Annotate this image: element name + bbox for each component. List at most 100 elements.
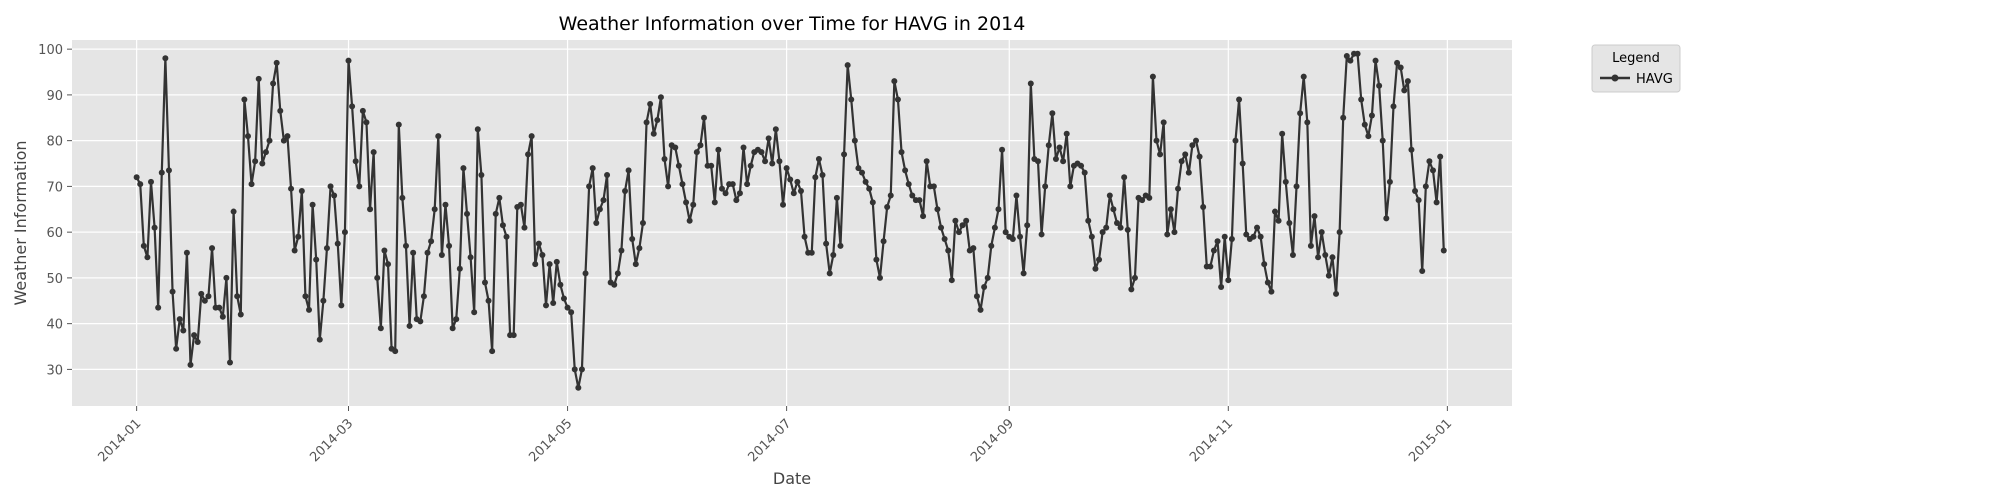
x-tick-label: 2014-11 [1187, 416, 1236, 465]
data-point [945, 247, 952, 254]
x-tick-label: 2014-03 [307, 416, 356, 465]
data-point [1289, 252, 1296, 259]
data-point [564, 304, 571, 311]
data-point [988, 242, 995, 249]
data-point [1404, 78, 1411, 85]
data-point [496, 194, 503, 201]
data-point [528, 133, 535, 140]
data-point [632, 261, 639, 268]
data-point [438, 252, 445, 259]
data-point [672, 144, 679, 151]
data-point [830, 252, 837, 259]
data-point [148, 178, 154, 185]
data-point [1131, 274, 1138, 281]
data-point [650, 130, 657, 137]
y-tick-label: 90 [46, 89, 63, 104]
y-tick-label: 60 [46, 226, 63, 241]
data-point [1200, 203, 1207, 210]
data-point [227, 359, 233, 366]
data-point [930, 183, 937, 190]
data-point [1412, 187, 1419, 194]
data-point [1322, 252, 1329, 259]
data-point [359, 107, 366, 114]
y-tick-label: 80 [46, 135, 63, 150]
data-point [636, 245, 643, 252]
data-point [385, 261, 392, 268]
data-point [280, 137, 287, 144]
data-point [1038, 231, 1045, 238]
data-point [1128, 286, 1135, 293]
data-point [241, 96, 248, 103]
data-point [1254, 224, 1261, 231]
data-point [1017, 233, 1024, 240]
data-point [406, 322, 413, 329]
data-point [417, 318, 424, 325]
data-point [191, 332, 198, 339]
data-point [395, 121, 402, 128]
data-point [629, 236, 636, 243]
data-point [589, 165, 596, 172]
data-point [639, 220, 646, 226]
data-point [1394, 59, 1401, 66]
data-point [155, 304, 162, 311]
data-point [1354, 50, 1361, 57]
data-point [1182, 151, 1189, 158]
data-point [995, 206, 1002, 213]
data-point [1189, 142, 1196, 149]
data-point [833, 194, 840, 201]
data-point [169, 288, 176, 295]
data-point [1052, 155, 1059, 162]
data-point [485, 297, 492, 304]
data-point [683, 199, 690, 206]
legend-marker-swatch [1611, 74, 1619, 82]
data-point [815, 155, 822, 162]
data-point [273, 59, 280, 66]
data-point [999, 146, 1006, 153]
data-point [1440, 247, 1447, 254]
data-point [697, 142, 704, 149]
data-point [356, 183, 363, 190]
data-point [859, 169, 866, 176]
legend-entry-havg: HAVG [1636, 72, 1673, 87]
chart-title: Weather Information over Time for HAVG i… [559, 13, 1026, 35]
data-point [183, 249, 190, 256]
data-point [1110, 206, 1117, 213]
data-point [1009, 236, 1016, 243]
data-point [819, 171, 826, 178]
data-point [262, 149, 269, 156]
data-point [1103, 224, 1110, 231]
data-point [575, 384, 582, 391]
data-point [1056, 144, 1063, 151]
data-point [1329, 254, 1336, 261]
data-point [374, 274, 381, 281]
x-axis-label: Date [773, 469, 811, 488]
data-point [140, 242, 147, 249]
data-point [1340, 114, 1347, 121]
data-point [352, 158, 359, 165]
data-point [1286, 220, 1293, 226]
data-point [1002, 229, 1009, 236]
data-point [1096, 256, 1103, 263]
data-point [733, 197, 740, 204]
data-point [510, 332, 517, 339]
data-point [1264, 279, 1271, 286]
data-point [1318, 229, 1325, 236]
data-point [898, 149, 905, 156]
data-point [823, 240, 830, 247]
data-point [392, 348, 399, 355]
data-point [1117, 224, 1124, 231]
data-point [578, 366, 585, 373]
data-point [1063, 130, 1070, 137]
data-point [431, 206, 438, 213]
data-point [790, 190, 797, 197]
data-point [596, 206, 603, 213]
data-point [1099, 229, 1106, 236]
data-point [284, 133, 291, 140]
data-point [402, 242, 409, 249]
data-point [302, 293, 309, 300]
data-point [1311, 213, 1318, 220]
data-point [481, 279, 488, 286]
data-point [223, 274, 230, 281]
data-point [1297, 110, 1304, 117]
